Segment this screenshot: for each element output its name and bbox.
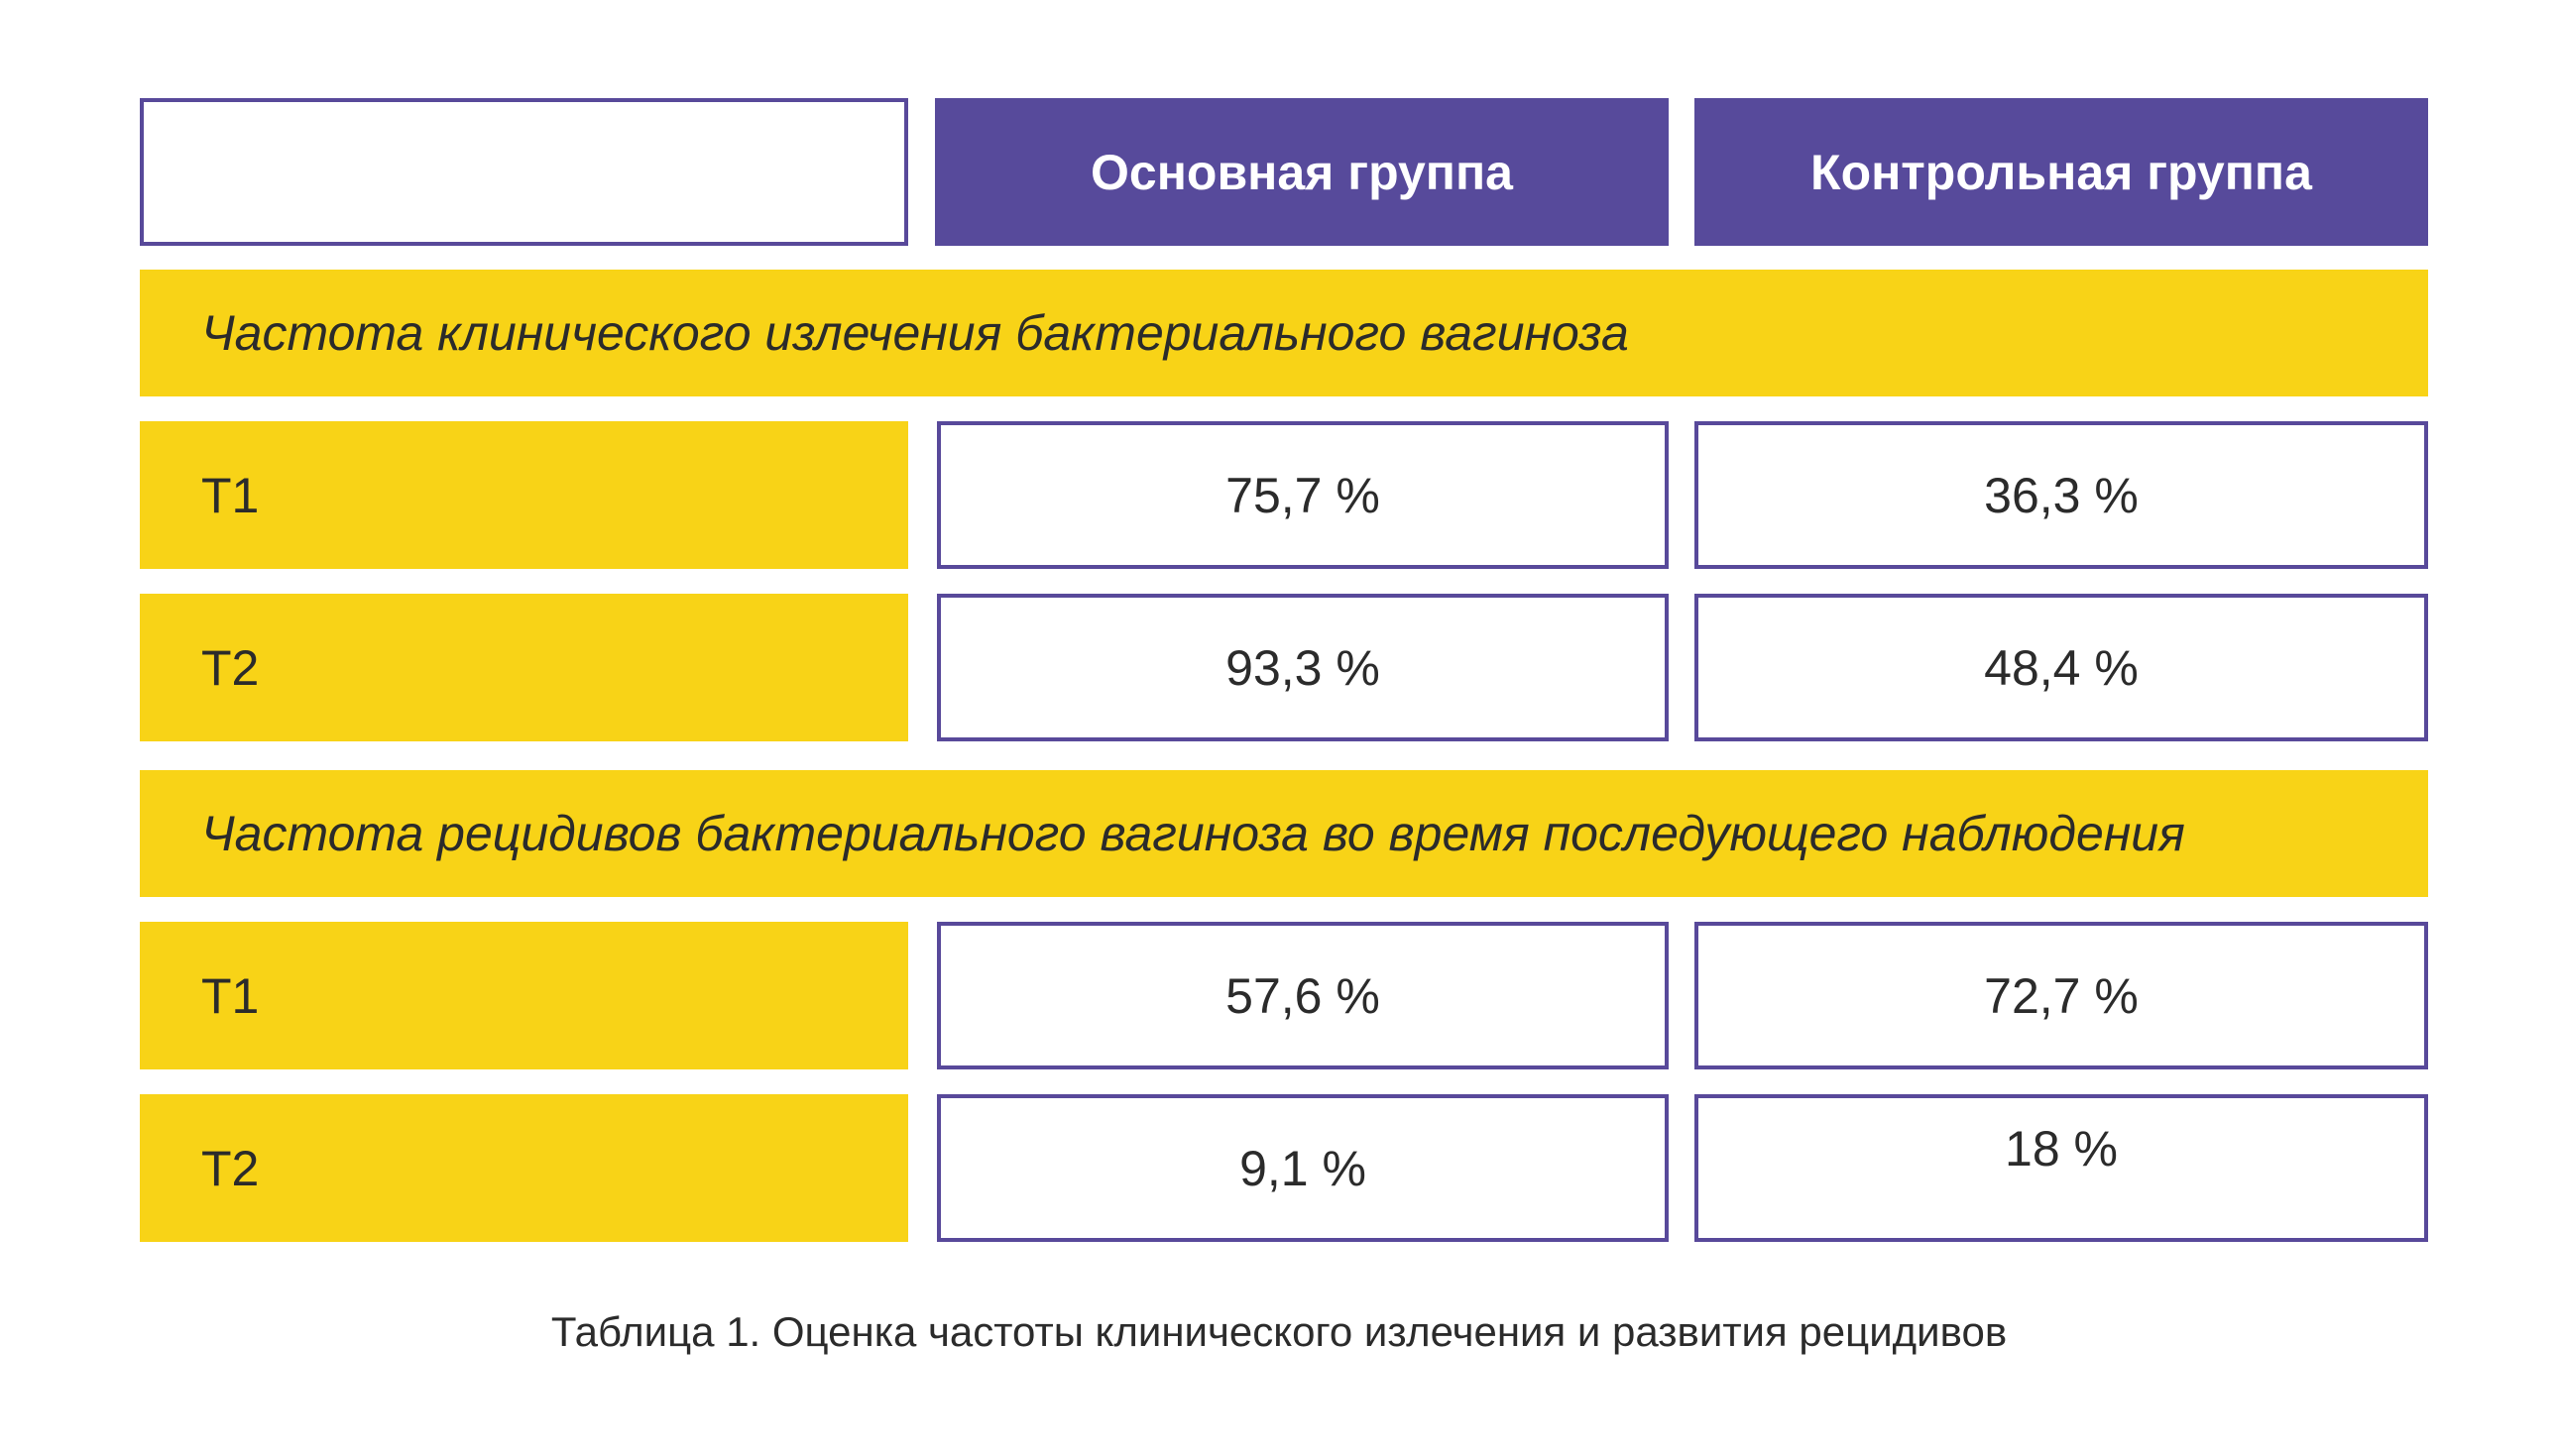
section-title-relapse-rate: Частота рецидивов бактериального вагиноз…	[140, 770, 2428, 897]
table-cell-value: 93,3 %	[937, 594, 1669, 741]
table-cell-value: 48,4 %	[1694, 594, 2428, 741]
row-label-t2: T2	[140, 1094, 908, 1242]
table-cell-value: 72,7 %	[1694, 922, 2428, 1069]
table-caption: Таблица 1. Оценка частоты клинического и…	[550, 1308, 2008, 1355]
table-corner-cell	[140, 98, 908, 246]
table-cell-value: 18 %	[1694, 1094, 2428, 1242]
row-label-t2: T2	[140, 594, 908, 741]
table-cell-value: 36,3 %	[1694, 421, 2428, 569]
table-cell-value: 9,1 %	[937, 1094, 1669, 1242]
row-label-t1: T1	[140, 922, 908, 1069]
column-header-control-group: Контрольная группа	[1694, 98, 2428, 246]
table-cell-value: 75,7 %	[937, 421, 1669, 569]
column-header-main-group: Основная группа	[935, 98, 1669, 246]
section-title-clinical-cure: Частота клинического излечения бактериал…	[140, 270, 2428, 396]
row-label-t1: T1	[140, 421, 908, 569]
table-cell-value: 57,6 %	[937, 922, 1669, 1069]
